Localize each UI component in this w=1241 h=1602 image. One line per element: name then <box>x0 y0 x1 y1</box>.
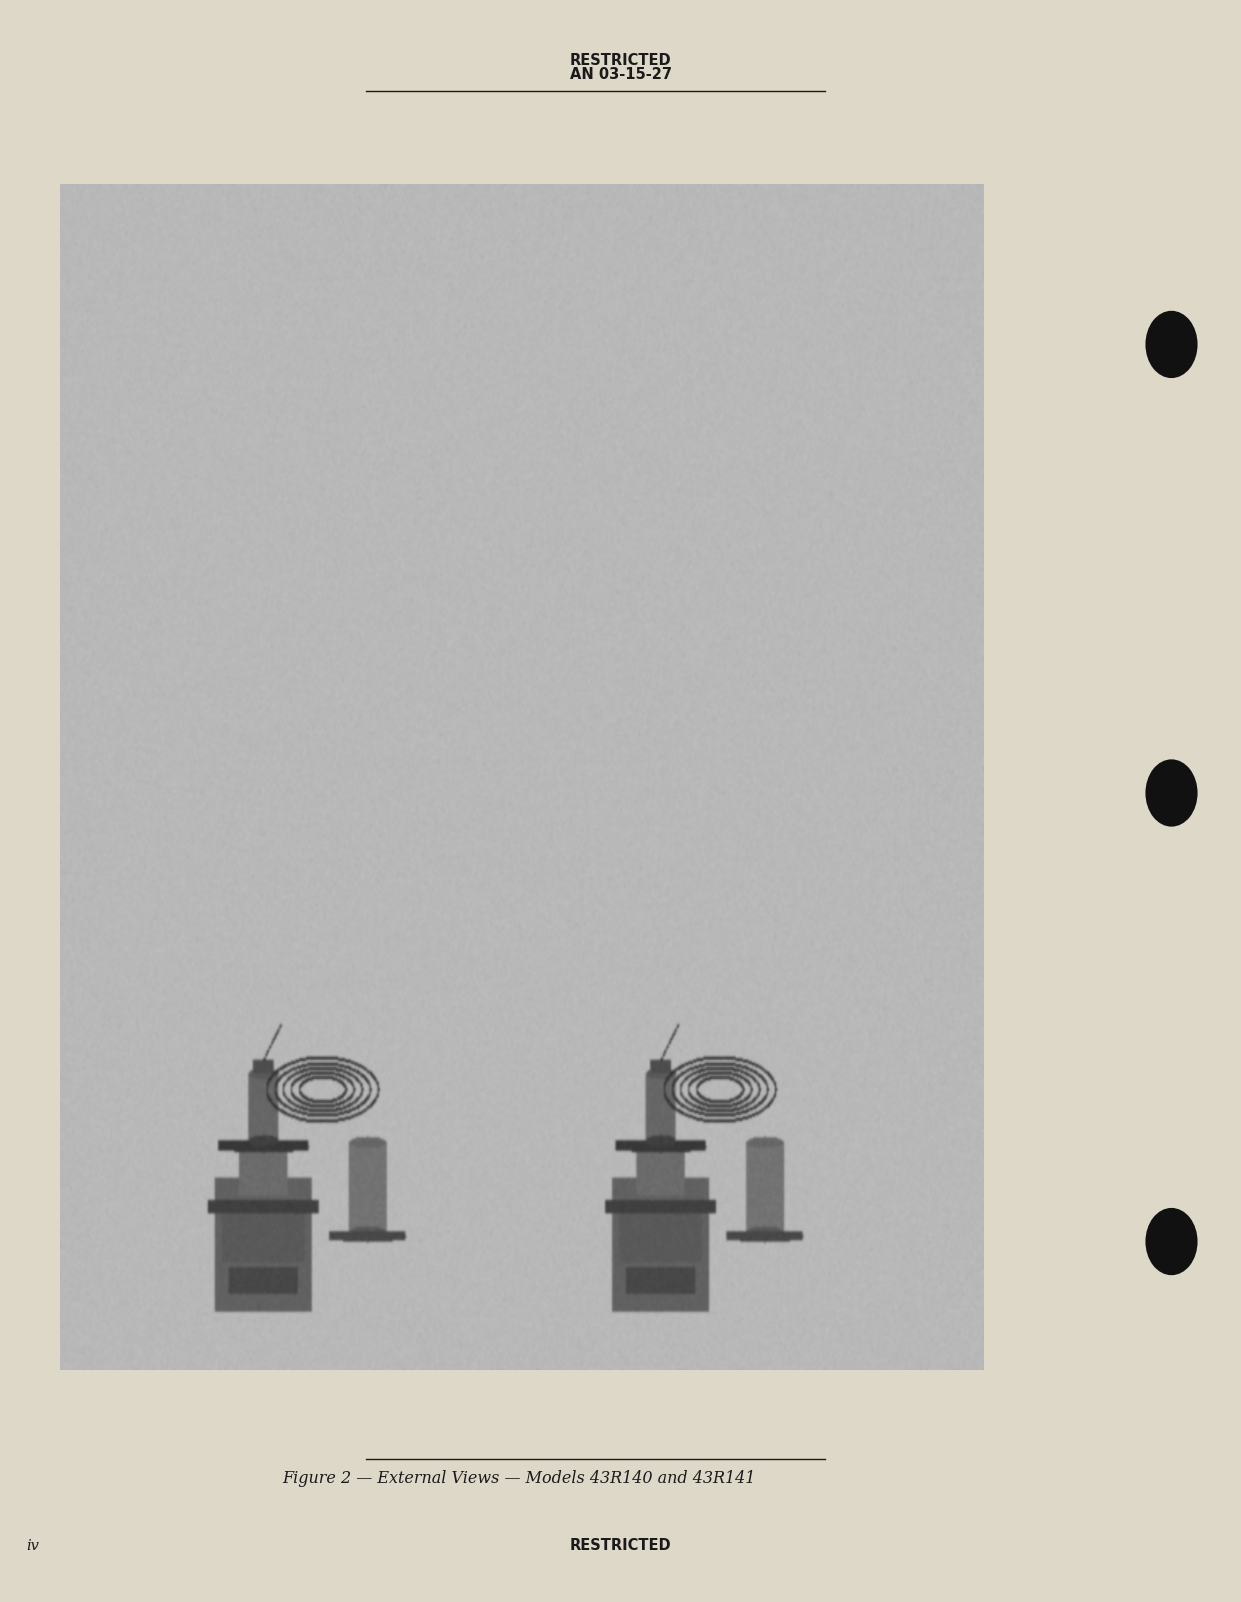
Circle shape <box>1145 759 1198 827</box>
Text: iv: iv <box>26 1540 38 1552</box>
Text: RESTRICTED: RESTRICTED <box>570 1538 671 1554</box>
Text: Figure 2 — External Views — Models 43R140 and 43R141: Figure 2 — External Views — Models 43R14… <box>282 1471 756 1487</box>
Circle shape <box>1145 311 1198 378</box>
Bar <box>60 184 983 1370</box>
Text: AN 03-15-27: AN 03-15-27 <box>570 67 671 82</box>
Circle shape <box>1145 1208 1198 1275</box>
Text: RESTRICTED: RESTRICTED <box>570 53 671 67</box>
